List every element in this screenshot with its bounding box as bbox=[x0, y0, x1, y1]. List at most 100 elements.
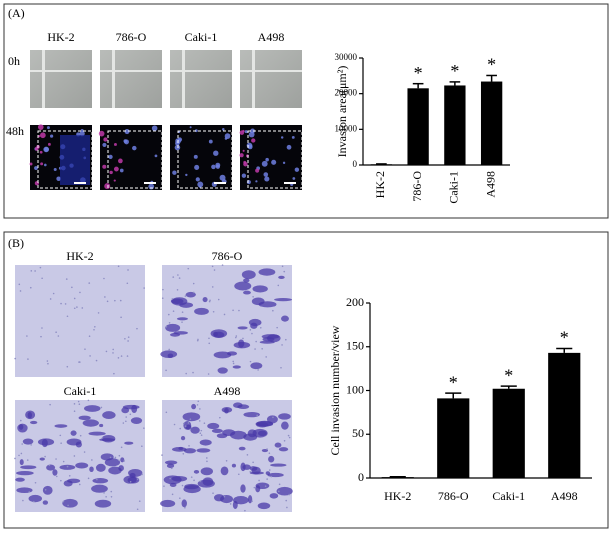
pore bbox=[178, 277, 181, 279]
cell bbox=[294, 167, 300, 172]
pore bbox=[179, 427, 182, 430]
x-tick-label: A498 bbox=[483, 171, 497, 198]
pore bbox=[143, 287, 145, 289]
cell bbox=[244, 130, 248, 134]
pore bbox=[127, 336, 130, 338]
cell bbox=[278, 413, 291, 420]
cell bbox=[101, 434, 116, 443]
cell bbox=[250, 128, 256, 134]
y-axis-label: Invasion area(μm²) bbox=[335, 66, 349, 158]
pore bbox=[172, 310, 175, 312]
cell bbox=[40, 162, 44, 166]
pore bbox=[14, 357, 17, 360]
pore bbox=[60, 442, 62, 444]
cell bbox=[189, 126, 192, 129]
image-0h bbox=[170, 50, 232, 108]
cell bbox=[148, 183, 155, 190]
pore bbox=[203, 422, 206, 425]
pore bbox=[200, 429, 203, 432]
cell bbox=[123, 475, 137, 484]
pore bbox=[189, 428, 191, 431]
cell bbox=[270, 463, 287, 467]
cell bbox=[291, 135, 295, 139]
pore bbox=[117, 357, 120, 359]
pore bbox=[79, 434, 82, 437]
cell bbox=[247, 495, 253, 504]
cell bbox=[22, 438, 34, 445]
cell bbox=[241, 173, 247, 178]
cell bbox=[248, 318, 262, 327]
significance: * bbox=[449, 372, 458, 392]
pore bbox=[136, 327, 138, 330]
pore bbox=[167, 313, 170, 316]
pore bbox=[192, 282, 195, 285]
cell bbox=[243, 278, 250, 283]
cell bbox=[220, 495, 234, 504]
pore bbox=[48, 464, 51, 467]
pore bbox=[141, 473, 143, 476]
pore bbox=[255, 340, 257, 343]
cell bbox=[222, 127, 225, 131]
pore bbox=[258, 479, 260, 482]
pore bbox=[170, 467, 173, 470]
cell bbox=[42, 500, 49, 505]
cell bbox=[242, 149, 245, 152]
cell bbox=[181, 499, 187, 508]
image-label: 786-O bbox=[212, 249, 243, 263]
cell bbox=[102, 411, 116, 420]
cell bbox=[16, 471, 34, 476]
cell bbox=[261, 160, 268, 167]
pore bbox=[73, 307, 76, 310]
pore bbox=[87, 399, 90, 402]
cell bbox=[249, 471, 264, 475]
pore bbox=[32, 500, 35, 503]
cell bbox=[276, 486, 293, 496]
pore bbox=[66, 365, 69, 368]
pore bbox=[198, 420, 201, 422]
cell bbox=[194, 307, 209, 315]
pore bbox=[105, 495, 107, 498]
cell bbox=[66, 438, 82, 446]
pore bbox=[125, 420, 127, 423]
cell bbox=[179, 302, 194, 308]
cell bbox=[124, 128, 130, 135]
cell bbox=[118, 465, 124, 472]
pore bbox=[73, 410, 76, 413]
y-tick-label: 150 bbox=[346, 339, 364, 353]
cell bbox=[238, 339, 245, 348]
pore bbox=[287, 434, 290, 437]
cell bbox=[40, 132, 46, 139]
pore bbox=[272, 309, 274, 312]
pore bbox=[266, 478, 268, 480]
pore bbox=[285, 499, 288, 502]
x-tick-label: HK-2 bbox=[373, 171, 387, 198]
pore bbox=[237, 473, 240, 476]
pore bbox=[208, 337, 210, 340]
pore bbox=[264, 485, 267, 487]
cell bbox=[75, 462, 89, 469]
row-label: 48h bbox=[6, 124, 24, 138]
cell bbox=[98, 130, 105, 137]
pore bbox=[182, 452, 185, 455]
pore bbox=[238, 309, 240, 312]
cell bbox=[243, 290, 251, 295]
cell bbox=[234, 281, 252, 291]
pore bbox=[184, 295, 187, 297]
pore bbox=[77, 400, 80, 403]
cell bbox=[39, 150, 43, 154]
cell bbox=[83, 405, 101, 412]
pore bbox=[235, 335, 238, 337]
x-tick-label: Caki-1 bbox=[492, 489, 525, 503]
cell bbox=[199, 439, 212, 446]
scratch-line bbox=[42, 50, 45, 108]
bar bbox=[492, 388, 525, 478]
cell bbox=[215, 162, 221, 168]
pore bbox=[261, 348, 263, 350]
bar bbox=[381, 477, 414, 478]
y-tick-label: 30000 bbox=[335, 52, 358, 62]
cell bbox=[34, 166, 38, 170]
cell bbox=[258, 268, 276, 276]
cell bbox=[233, 402, 243, 408]
pore bbox=[114, 456, 117, 459]
cell bbox=[131, 404, 138, 414]
